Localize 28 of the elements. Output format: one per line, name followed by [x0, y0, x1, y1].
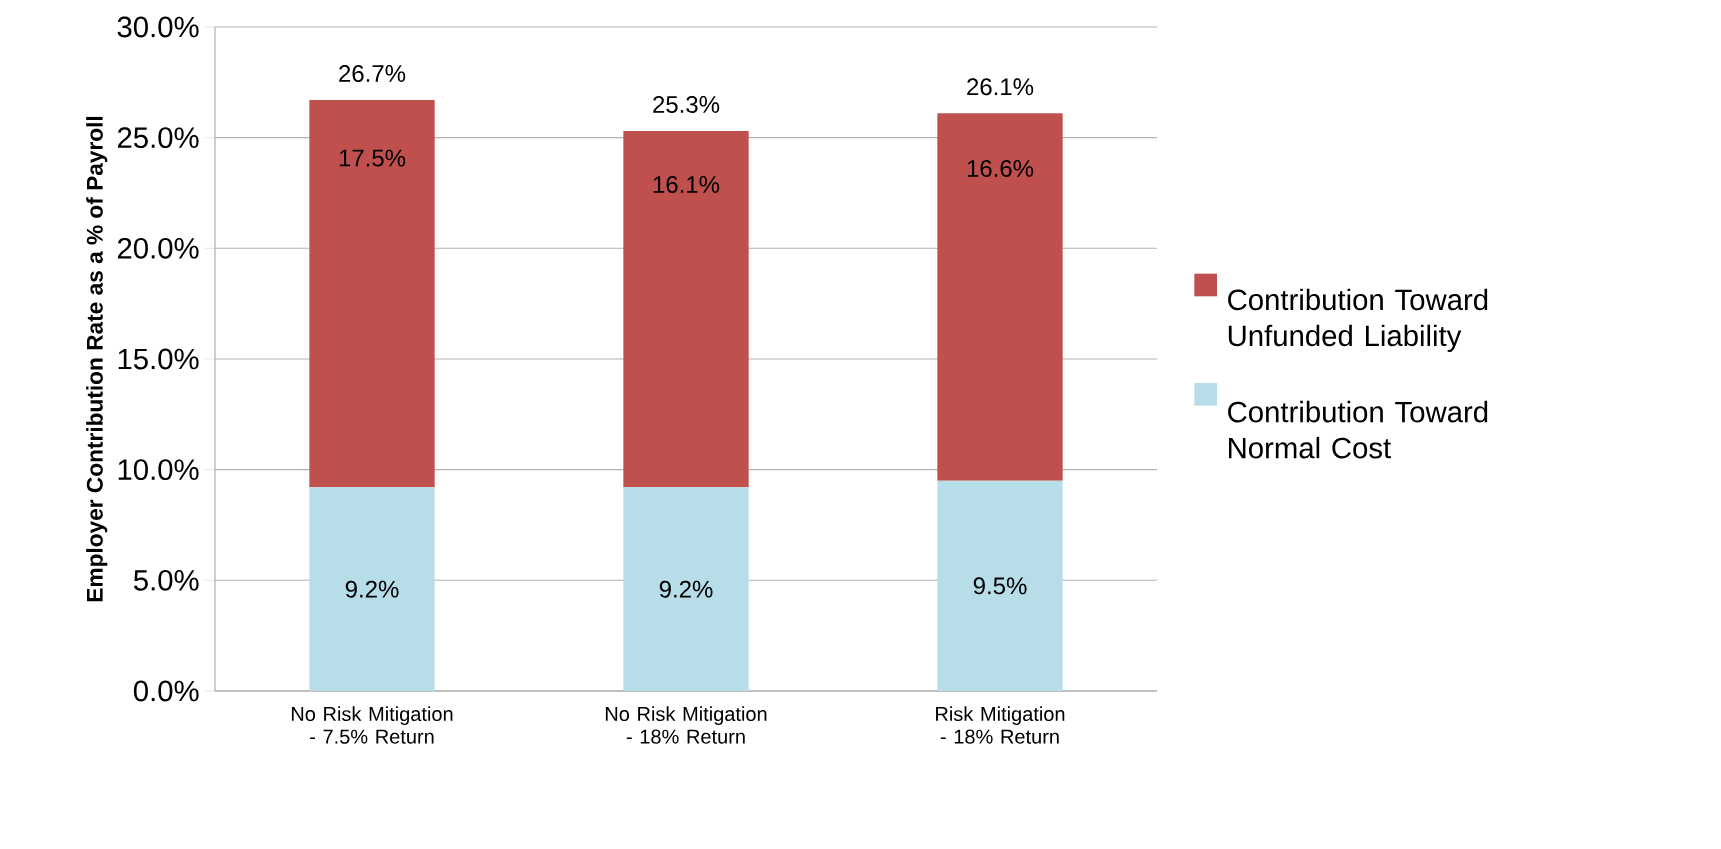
- bar: [309, 487, 435, 691]
- y-tick-label: 15.0%: [118, 348, 199, 370]
- total-label: 26.7%: [339, 64, 406, 82]
- bar: [623, 487, 749, 691]
- data-label: 16.6%: [967, 159, 1034, 177]
- bar: [623, 131, 749, 488]
- total-label: 25.3%: [653, 95, 720, 113]
- x-tick-label: No Risk Mitigation - 18% Return: [605, 706, 767, 744]
- data-label: 16.1%: [653, 175, 720, 193]
- x-tick-label: No Risk Mitigation - 7.5% Return: [291, 706, 453, 744]
- bar: [937, 113, 1063, 481]
- bar: [937, 480, 1063, 691]
- y-tick-label: 0.0%: [133, 680, 199, 702]
- y-tick-label: 30.0%: [117, 16, 199, 38]
- legend-label: Contribution Toward Unfunded Liability: [1228, 288, 1488, 352]
- y-tick-label: 5.0%: [133, 569, 199, 591]
- bar: [309, 100, 435, 488]
- data-label: 9.5%: [973, 577, 1027, 595]
- legend-label: Contribution Toward Normal Cost: [1228, 400, 1488, 459]
- y-tick-label: 10.0%: [118, 459, 199, 481]
- data-label: 9.2%: [659, 580, 713, 598]
- x-tick-label: Risk Mitigation - 18% Return: [936, 706, 1065, 744]
- data-label: 9.2%: [345, 580, 399, 598]
- y-tick-label: 25.0%: [117, 127, 199, 149]
- y-axis-title: Employer Contribution Rate as a % of Payroll: [86, 116, 108, 602]
- total-label: 26.1%: [967, 78, 1034, 96]
- data-label: 17.5%: [339, 149, 406, 167]
- y-tick-label: 20.0%: [117, 237, 199, 259]
